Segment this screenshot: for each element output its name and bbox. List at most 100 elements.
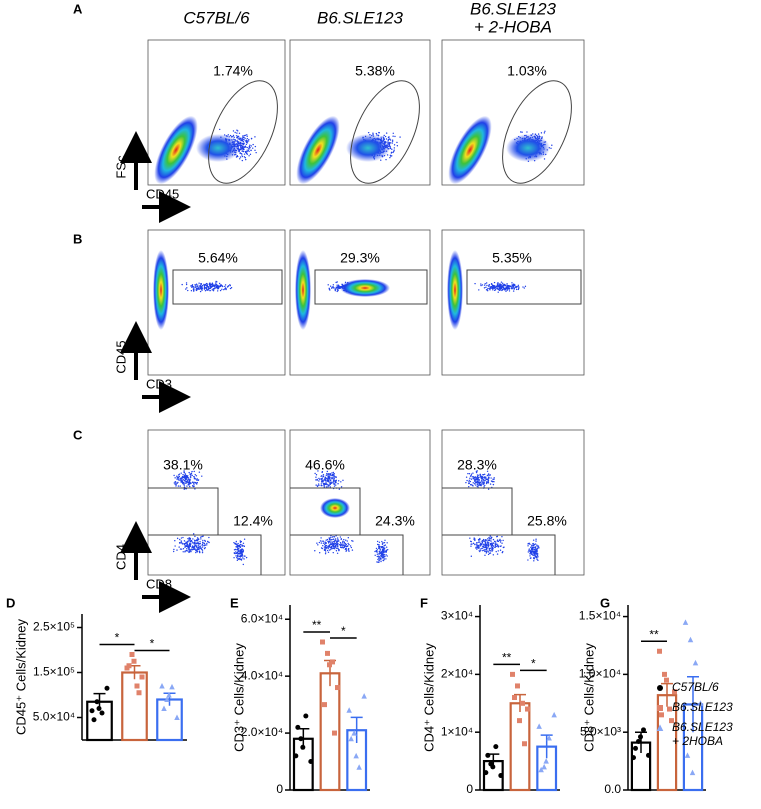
event-dot (482, 545, 484, 548)
y-tick-label: 1.5×10⁵ (33, 665, 75, 679)
event-dot (336, 281, 338, 283)
event-dot (489, 286, 491, 289)
event-dot (200, 538, 202, 540)
event-dot (331, 541, 333, 543)
event-dot (480, 543, 483, 546)
event-dot (203, 544, 205, 547)
event-dot (480, 549, 482, 552)
event-dot (499, 287, 501, 290)
event-dot (378, 559, 381, 561)
event-dot (486, 289, 489, 292)
event-dot (191, 546, 193, 549)
event-dot (329, 482, 331, 485)
event-dot (236, 549, 238, 551)
event-dot (232, 130, 235, 132)
event-dot (330, 536, 332, 539)
data-point (351, 730, 357, 736)
event-dot (340, 544, 342, 547)
event-dot (249, 153, 252, 156)
event-dot (334, 548, 336, 550)
data-point (667, 706, 672, 712)
event-dot (468, 481, 470, 483)
event-dot (241, 142, 244, 145)
y-axis-label: CD3⁺ Cells/Kidney (231, 643, 246, 752)
event-dot (486, 470, 489, 472)
event-dot (224, 285, 226, 288)
event-dot (497, 540, 500, 543)
data-point (94, 699, 100, 705)
panel-label: F (420, 595, 428, 610)
event-dot (194, 548, 196, 550)
significance-label: ** (502, 651, 512, 665)
event-dot (480, 284, 482, 287)
event-dot (499, 541, 502, 543)
event-dot (181, 543, 184, 545)
event-dot (340, 538, 342, 541)
event-dot (388, 142, 391, 145)
event-dot (494, 540, 496, 542)
event-dot (201, 544, 203, 547)
event-dot (254, 149, 256, 152)
event-dot (180, 541, 183, 543)
event-dot (531, 553, 534, 555)
event-dot (488, 474, 491, 476)
event-dot (382, 556, 385, 559)
event-dot (227, 134, 229, 136)
event-dot (174, 545, 176, 547)
event-dot (201, 289, 203, 291)
event-dot (385, 549, 388, 551)
event-dot (496, 536, 498, 538)
event-dot (239, 141, 242, 144)
event-dot (177, 476, 179, 478)
event-dot (336, 284, 338, 286)
event-dot (473, 483, 476, 485)
event-dot (188, 481, 190, 483)
data-point (672, 689, 677, 695)
event-dot (246, 134, 248, 136)
event-dot (378, 541, 381, 544)
event-dot (316, 485, 319, 488)
data-point (538, 766, 544, 773)
event-dot (483, 486, 485, 488)
flow-plot: 5.38% (289, 39, 431, 186)
event-dot (534, 133, 536, 135)
event-dot (202, 539, 204, 542)
data-point (493, 744, 499, 750)
data-point (641, 727, 646, 733)
event-dot (219, 285, 221, 287)
event-dot (226, 286, 229, 288)
event-dot (492, 549, 494, 551)
event-dot (332, 551, 334, 554)
event-dot (326, 546, 328, 548)
event-dot (333, 287, 335, 289)
plot-frame (289, 39, 431, 186)
event-dot (375, 547, 378, 550)
data-point (525, 706, 530, 712)
event-dot (204, 544, 207, 546)
event-dot (378, 546, 381, 548)
event-dot (324, 548, 327, 550)
event-dot (391, 139, 394, 141)
data-point (293, 753, 299, 759)
event-dot (250, 145, 252, 147)
event-dot (192, 533, 195, 535)
gate-percent: 5.35% (492, 250, 532, 266)
y-tick-label: 6.0×10⁴ (241, 611, 283, 625)
event-dot (537, 559, 539, 562)
event-dot (483, 544, 485, 546)
event-dot (492, 545, 494, 547)
plot-frame (441, 229, 585, 376)
event-dot (503, 546, 505, 548)
event-dot (189, 544, 191, 546)
event-dot (341, 545, 344, 547)
event-dot (493, 281, 496, 284)
event-dot (385, 138, 388, 140)
event-dot (194, 544, 196, 546)
event-dot (335, 476, 337, 478)
event-dot (378, 553, 381, 555)
event-dot (241, 145, 243, 148)
error-bar (687, 675, 699, 733)
event-dot (244, 156, 247, 159)
event-dot (367, 131, 370, 134)
event-dot (332, 547, 335, 549)
